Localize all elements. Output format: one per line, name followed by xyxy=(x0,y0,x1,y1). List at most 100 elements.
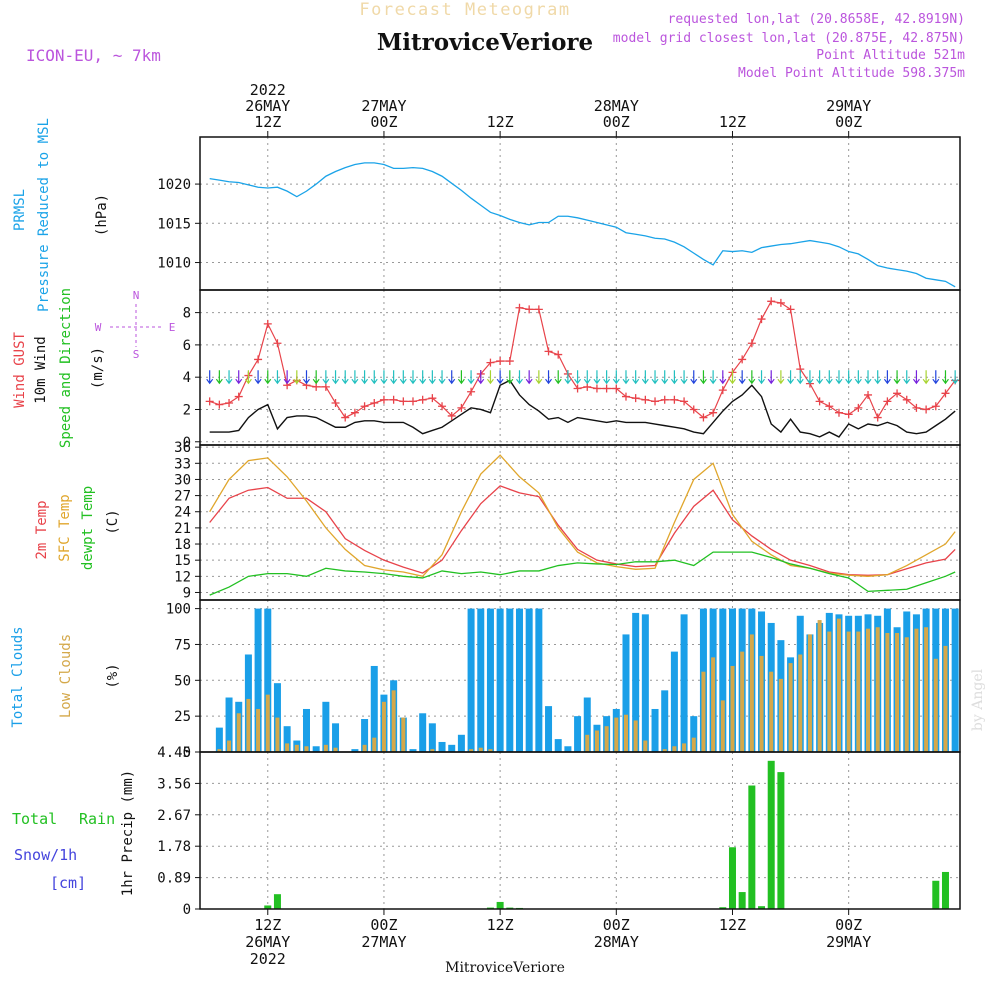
low-cloud-bar xyxy=(730,665,735,752)
gust-marker xyxy=(263,319,272,328)
total-cloud-bar xyxy=(448,744,456,752)
wind-direction-arrow xyxy=(661,370,669,385)
gust-marker xyxy=(205,397,214,406)
low-cloud-bar xyxy=(236,713,241,752)
wind-direction-arrow xyxy=(806,370,814,385)
wind-direction-arrow xyxy=(622,370,630,385)
wind-direction-arrow xyxy=(651,370,659,385)
wind-direction-arrow xyxy=(612,370,620,385)
total-cloud-bar xyxy=(651,708,659,752)
total-cloud-bar xyxy=(312,746,320,752)
wind-direction-arrow xyxy=(690,370,698,385)
low-cloud-bar xyxy=(614,717,619,752)
low-cloud-bar xyxy=(401,717,406,752)
low-cloud-bar xyxy=(323,744,328,752)
low-cloud-bar xyxy=(391,690,396,752)
gust-marker xyxy=(428,394,437,403)
low-cloud-bar xyxy=(256,708,261,752)
wind-direction-arrow xyxy=(535,370,543,385)
rain-bar xyxy=(932,880,940,909)
temp-label-dewpt: dewpt Temp xyxy=(80,486,96,570)
y-tick-label: 1010 xyxy=(157,256,191,272)
low-cloud-bar xyxy=(633,720,638,752)
cloud-label-low: Low Clouds xyxy=(58,634,74,718)
compass-n: N xyxy=(133,289,140,302)
rain-bar xyxy=(758,906,766,909)
wind-direction-arrow xyxy=(390,370,398,385)
wind-direction-arrow xyxy=(941,370,949,385)
rain-bar xyxy=(767,760,775,909)
cloud-labels: Total Clouds Low Clouds (%) xyxy=(10,626,121,727)
gust-marker xyxy=(912,403,921,412)
gust-marker xyxy=(534,305,543,314)
cloud-label-unit: (%) xyxy=(105,663,121,688)
rain-bar xyxy=(748,785,756,909)
wind-direction-arrow xyxy=(525,370,533,385)
wind-direction-arrow xyxy=(729,370,736,385)
gust-marker xyxy=(621,392,630,401)
x-label-top: 00Z xyxy=(370,113,397,131)
precip-label-rain: Rain xyxy=(79,810,115,828)
x-label-bottom: 12Z xyxy=(254,916,281,934)
wind-direction-arrow xyxy=(874,370,882,385)
wind-direction-arrow xyxy=(516,370,523,385)
y-tick-label: 1.78 xyxy=(157,839,191,855)
gust-marker xyxy=(273,339,282,348)
wind-direction-arrow xyxy=(903,370,911,385)
wind-direction-arrow xyxy=(273,370,281,385)
x-label-top: 12Z xyxy=(719,113,746,131)
x-label-bottom: 29MAY xyxy=(826,933,871,951)
wind-direction-arrow xyxy=(206,370,214,385)
y-tick-label: 27 xyxy=(174,489,191,505)
low-cloud-bar xyxy=(682,743,687,752)
total-cloud-bar xyxy=(215,727,223,752)
x-label-bottom: 00Z xyxy=(835,916,862,934)
gust-marker xyxy=(864,390,873,399)
wind-direction-arrow xyxy=(457,370,465,385)
total-cloud-bar xyxy=(690,716,698,752)
wind-direction-arrow xyxy=(554,370,562,385)
wind-direction-arrow xyxy=(574,370,582,385)
wind-direction-arrow xyxy=(748,370,756,385)
total-cloud-bar xyxy=(370,665,378,752)
low-cloud-bar xyxy=(711,657,716,752)
low-cloud-bar xyxy=(924,627,929,752)
gust-marker xyxy=(438,402,447,411)
gust-marker xyxy=(612,384,621,393)
rain-bar xyxy=(728,847,736,909)
wind-direction-arrow xyxy=(409,370,417,385)
wind-gust-line xyxy=(209,300,956,419)
wind-direction-arrow xyxy=(545,370,553,385)
x-label-bottom: 28MAY xyxy=(594,933,639,951)
temp-label-unit: (C) xyxy=(105,509,121,534)
x-label-top: 12Z xyxy=(487,113,514,131)
wind-direction-arrow xyxy=(719,370,727,385)
wind-direction-arrow xyxy=(709,370,717,385)
rain-bar xyxy=(719,907,727,909)
total-cloud-bar xyxy=(254,608,262,752)
gust-marker xyxy=(554,350,563,359)
pressure-labels: PRMSL Pressure Reduced to MSL (hPa) xyxy=(12,118,110,312)
wind-direction-arrow xyxy=(244,370,252,385)
wind-label-gust: Wind GUST xyxy=(12,332,28,408)
wind-direction-arrow xyxy=(777,370,785,385)
pressure-label-unit: (hPa) xyxy=(94,194,110,236)
y-tick-label: 9 xyxy=(183,585,191,601)
gust-marker xyxy=(670,395,679,404)
wind-direction-arrow xyxy=(593,370,601,385)
wind-direction-arrow xyxy=(816,370,824,385)
pressure-line xyxy=(209,162,956,288)
panel-frame-wind xyxy=(199,289,961,446)
low-cloud-bar xyxy=(933,658,938,752)
y-tick-label: 6 xyxy=(183,338,191,354)
x-label-top: 00Z xyxy=(835,113,862,131)
y-tick-label: 50 xyxy=(174,673,191,689)
wind-direction-arrow xyxy=(399,370,407,385)
x-label-bottom: 2022 xyxy=(250,950,286,968)
low-cloud-bar xyxy=(585,734,590,752)
wind-direction-arrow xyxy=(506,370,514,385)
low-cloud-bar xyxy=(304,746,309,752)
footer-station: MitroviceVeriore xyxy=(445,960,565,976)
wind-direction-arrow xyxy=(603,370,611,385)
wind-direction-arrow xyxy=(854,370,862,385)
